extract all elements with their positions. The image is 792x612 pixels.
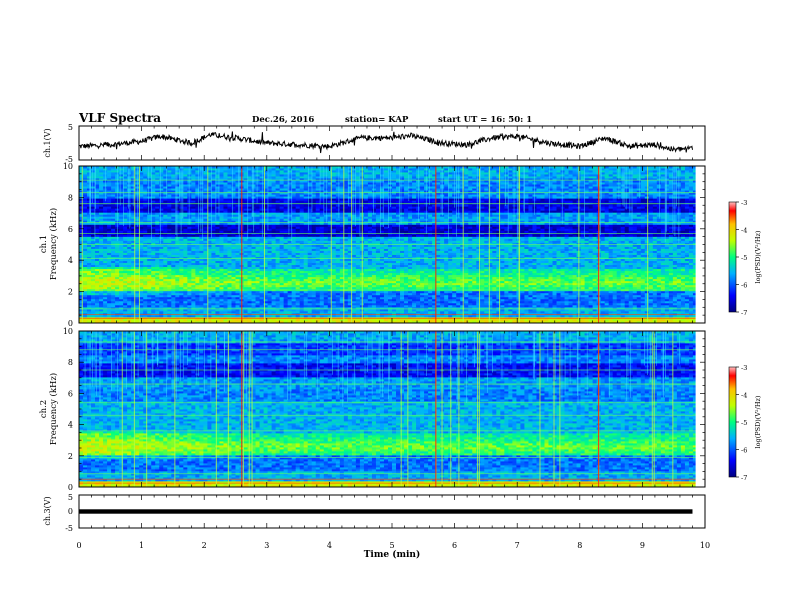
time-tick-label: 4 [327,541,332,550]
colorbar-tick-label: -6 [741,282,747,290]
time-tick-label: 3 [264,541,269,550]
freq-tick-label: 0 [68,483,73,492]
colorbar-tick-label: -5 [741,254,747,262]
time-tick-label: 9 [640,541,645,550]
ch3-ytick-top: 5 [68,493,73,502]
figure-title: VLF Spectra [78,111,161,125]
colorbar-tick-label: -5 [741,419,747,427]
ch2-colorbar: -3 -4 -5 -6 -7 log(PSD)(V²/Hz) [729,364,762,482]
freq-tick-label: 10 [63,162,73,171]
ch1-freq-axis-label: Frequency (kHz) [48,208,59,280]
station-label: station= KAP [345,115,409,125]
ch1-colorbar: -3 -4 -5 -6 -7 log(PSD)(V²/Hz) [729,199,762,317]
vlf-figure: VLF Spectra Dec.26, 2016 station= KAP st… [0,0,792,612]
ch1-channel-label: ch.1 [39,235,49,253]
time-tick-label: 6 [452,541,457,550]
ch3-waveform-panel: 5 0 -5 ch.3(V) [43,493,705,533]
ch3-ytick-mid: 0 [68,507,73,516]
ch1-trace [79,132,693,154]
colorbar-tick-label: -4 [741,227,747,235]
freq-tick-label: 10 [63,327,73,336]
freq-tick-label: 2 [68,452,73,461]
date-label: Dec.26, 2016 [252,115,314,125]
time-tick-label: 7 [515,541,520,550]
freq-tick-label: 6 [68,389,73,398]
colorbar-tick-label: -6 [741,447,747,455]
freq-tick-label: 4 [68,421,73,430]
freq-tick-label: 8 [68,193,73,202]
ch2-colorbar-label: log(PSD)(V²/Hz) [754,395,762,448]
freq-tick-label: 6 [68,225,73,234]
ch1-ytick-top: 5 [68,123,73,132]
colorbar-tick-label: -7 [741,309,747,317]
freq-tick-label: 2 [68,288,73,297]
time-tick-label: 2 [202,541,207,550]
colorbar-tick-label: -4 [741,392,747,400]
ch2-spectrogram-image [79,331,705,487]
freq-tick-label: 4 [68,256,73,265]
ch2-spectrogram-panel: 0 2 4 6 8 10 ch.2 Frequency (kHz) [39,327,705,492]
time-tick-label: 1 [139,541,144,550]
colorbar-tick-label: -7 [741,474,747,482]
time-axis-ticks: 0 1 2 3 4 5 6 7 8 9 10 [76,541,710,550]
time-tick-label: 0 [76,541,81,550]
ch1-colorbar-label: log(PSD)(V²/Hz) [754,230,762,283]
time-tick-label: 10 [700,541,710,550]
colorbar-tick-label: -3 [741,364,747,372]
start-time-label: start UT = 16: 50: 1 [438,115,532,125]
ch2-channel-label: ch.2 [39,400,49,418]
ch1-ylabel: ch.1(V) [43,128,52,157]
time-tick-label: 8 [577,541,582,550]
ch2-freq-axis-label: Frequency (kHz) [48,373,59,445]
ch3-ylabel: ch.3(V) [43,496,52,525]
ch3-ytick-bottom: -5 [65,524,73,533]
colorbar-tick-label: -3 [741,199,747,207]
time-axis-label: Time (min) [364,549,421,560]
ch3-trace [79,509,692,513]
ch1-xticks [79,126,705,160]
freq-tick-label: 8 [68,358,73,367]
ch1-waveform-panel: 5 -5 ch.1(V) [43,123,705,164]
time-tick-label: 5 [389,541,394,550]
ch1-spectrogram-image [79,166,705,323]
